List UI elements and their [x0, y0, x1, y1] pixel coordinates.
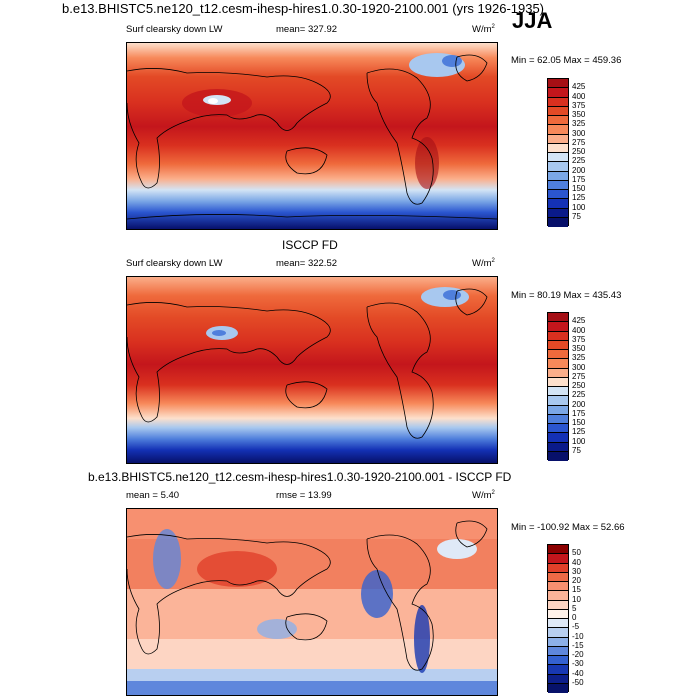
panel2-colorbar	[547, 312, 569, 461]
panel1-map	[126, 42, 498, 230]
colorbar-tick: 0	[572, 613, 577, 622]
colorbar-tick: 20	[572, 576, 581, 585]
colorbar-tick: -20	[572, 650, 584, 659]
panel1-minmax-label: Min = 62.05 Max = 459.36	[511, 55, 622, 66]
colorbar-tick: 75	[572, 445, 581, 455]
panel3-section-title: b.e13.BHISTC5.ne120_t12.cesm-ihesp-hires…	[88, 470, 512, 484]
colorbar-tick: 175	[572, 408, 586, 418]
colorbar-tick: -5	[572, 622, 580, 632]
colorbar-tick: 375	[572, 334, 586, 344]
colorbar-tick: 200	[572, 165, 586, 175]
colorbar-tick: 175	[572, 174, 586, 184]
panel2-units-label: W/m2	[472, 258, 495, 270]
colorbar-tick: 250	[572, 381, 586, 390]
panel2-minmax-label: Min = 80.19 Max = 435.43	[511, 290, 622, 301]
colorbar-tick: 10	[572, 594, 581, 604]
colorbar-tick: 50	[572, 548, 581, 558]
panel3-map	[126, 508, 498, 696]
colorbar-tick: 275	[572, 137, 586, 147]
panel1-variable-label: Surf clearsky down LW	[126, 24, 223, 35]
panel1-colorbar	[547, 78, 569, 227]
panel1-units-label: W/m2	[472, 24, 495, 36]
colorbar-tick: 150	[572, 418, 586, 427]
panel1-mean-label: mean= 327.92	[276, 24, 338, 35]
colorbar-tick: 75	[572, 211, 581, 221]
colorbar-tick: 200	[572, 399, 586, 409]
colorbar-tick: 40	[572, 557, 581, 567]
panel3-mean-label: mean = 5.40	[126, 490, 180, 501]
colorbar-tick: 325	[572, 353, 586, 363]
colorbar-tick: 125	[572, 193, 586, 203]
colorbar-tick: -15	[572, 640, 584, 650]
colorbar-tick: 325	[572, 119, 586, 129]
panel3-rmse-label: rmse = 13.99	[276, 490, 332, 501]
colorbar-tick: 100	[572, 202, 586, 212]
colorbar-tick: 300	[572, 128, 586, 138]
panel2-variable-label: Surf clearsky down LW	[126, 258, 223, 269]
colorbar-tick: 100	[572, 436, 586, 446]
colorbar-tick: 350	[572, 110, 586, 119]
colorbar-tick: 225	[572, 156, 586, 166]
panel3-colorbar	[547, 544, 569, 693]
colorbar-tick: 150	[572, 184, 586, 193]
colorbar-tick: 400	[572, 91, 586, 101]
panel3-units-label: W/m2	[472, 490, 495, 502]
colorbar-tick: 300	[572, 362, 586, 372]
colorbar-tick: 125	[572, 427, 586, 437]
colorbar-tick: 425	[572, 82, 586, 92]
main-title: b.e13.BHISTC5.ne120_t12.cesm-ihesp-hires…	[62, 1, 545, 16]
colorbar-tick: -30	[572, 659, 584, 669]
colorbar-tick: 250	[572, 147, 586, 156]
colorbar-tick: 15	[572, 585, 581, 595]
colorbar-tick: -10	[572, 631, 584, 641]
colorbar-tick: 400	[572, 325, 586, 335]
panel2-map	[126, 276, 498, 464]
colorbar-tick: 425	[572, 316, 586, 326]
colorbar-tick: 30	[572, 566, 581, 576]
season-label: JJA	[512, 8, 553, 33]
colorbar-tick: -40	[572, 668, 584, 678]
colorbar-tick: 350	[572, 344, 586, 353]
colorbar-tick: 225	[572, 390, 586, 400]
colorbar-tick: 375	[572, 100, 586, 110]
panel2-section-title: ISCCP FD	[282, 238, 338, 252]
colorbar-tick: 5	[572, 603, 577, 613]
colorbar-tick: -50	[572, 677, 584, 687]
colorbar-tick: 275	[572, 371, 586, 381]
panel3-minmax-label: Min = -100.92 Max = 52.66	[511, 522, 625, 533]
panel2-mean-label: mean= 322.52	[276, 258, 338, 269]
